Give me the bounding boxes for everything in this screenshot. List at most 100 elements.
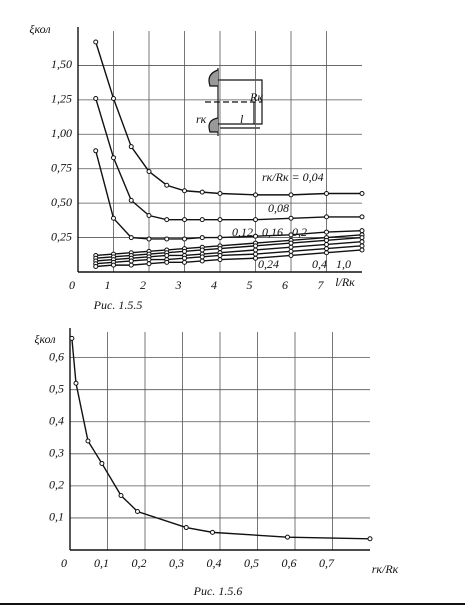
data-point xyxy=(111,262,116,268)
data-point xyxy=(111,95,116,101)
data-point xyxy=(359,228,365,234)
x-tick-label: 0 xyxy=(69,278,75,292)
data-point xyxy=(288,244,294,250)
figure-caption: Рис. 1.5.5 xyxy=(93,298,143,312)
data-point xyxy=(324,191,329,197)
data-point xyxy=(182,236,187,242)
x-tick-label: 3 xyxy=(175,278,182,292)
data-point xyxy=(253,217,258,223)
data-point xyxy=(183,525,189,531)
data-point xyxy=(199,258,205,264)
data-point xyxy=(324,241,329,247)
data-point xyxy=(359,247,365,253)
data-point xyxy=(128,197,134,203)
data-point xyxy=(93,263,99,269)
data-point xyxy=(146,236,152,242)
data-line xyxy=(95,234,363,257)
data-point xyxy=(93,95,99,101)
x-tick-label: 0,6 xyxy=(282,556,297,570)
data-point xyxy=(288,252,294,258)
data-point xyxy=(288,192,294,198)
data-point xyxy=(146,213,152,219)
y-tick-label: 0,75 xyxy=(51,160,72,174)
y-tick-label: 0,2 xyxy=(49,478,64,492)
data-line xyxy=(71,338,371,540)
data-point xyxy=(69,335,75,341)
data-point xyxy=(288,248,294,254)
data-point xyxy=(199,217,205,223)
data-point xyxy=(199,189,205,195)
data-point xyxy=(324,214,329,220)
data-point xyxy=(93,148,99,154)
curve-label: rк/Rк = 0,04 xyxy=(262,170,324,184)
curve-label: 0,12 xyxy=(232,225,253,239)
data-point xyxy=(128,262,134,268)
x-tick-label: 2 xyxy=(140,278,146,292)
x-tick-label: 0,1 xyxy=(94,556,109,570)
x-tick-label: 7 xyxy=(318,278,325,292)
x-tick-label: 6 xyxy=(282,278,288,292)
y-axis-label: ξкол xyxy=(29,22,50,36)
data-point xyxy=(128,258,134,264)
data-point xyxy=(359,214,365,220)
data-point xyxy=(164,236,170,242)
data-point xyxy=(199,247,205,253)
data-line xyxy=(95,249,363,268)
y-tick-label: 1,25 xyxy=(51,92,72,106)
x-axis-label: l/Rк xyxy=(335,275,355,289)
data-line xyxy=(95,41,362,196)
data-point xyxy=(217,252,223,258)
data-point xyxy=(253,251,258,257)
data-point xyxy=(164,252,170,258)
x-tick-label: 0,2 xyxy=(132,556,147,570)
y-tick-label: 0,25 xyxy=(51,229,72,243)
data-point xyxy=(111,215,116,221)
data-point xyxy=(367,536,373,542)
data-line xyxy=(95,245,363,265)
data-point xyxy=(182,217,187,223)
y-tick-label: 0,1 xyxy=(49,510,64,524)
data-point xyxy=(253,233,258,239)
data-point xyxy=(285,534,290,540)
y-tick-label: 1,50 xyxy=(51,57,72,71)
x-tick-label: 0 xyxy=(61,556,67,570)
data-point xyxy=(128,144,134,150)
curve-label: 0,24 xyxy=(258,257,279,271)
x-tick-label: 0,7 xyxy=(319,556,335,570)
data-point xyxy=(359,239,365,245)
data-point xyxy=(324,229,329,235)
inset-diagram xyxy=(205,68,263,136)
y-axis-label: ξкол xyxy=(34,332,55,346)
y-tick-label: 1,00 xyxy=(51,126,72,140)
data-point xyxy=(324,250,329,256)
data-point xyxy=(253,192,258,198)
annotation: rк xyxy=(196,112,207,126)
curve-label: 0,08 xyxy=(268,201,289,215)
data-point xyxy=(288,232,294,238)
curve-label: 0,2 xyxy=(292,225,307,239)
data-point xyxy=(359,191,365,197)
figure-caption: Рис. 1.5.6 xyxy=(193,584,243,598)
data-point xyxy=(182,259,187,265)
data-point xyxy=(146,261,152,267)
x-tick-label: 5 xyxy=(247,278,253,292)
data-point xyxy=(164,259,170,265)
data-point xyxy=(164,217,170,223)
data-point xyxy=(217,235,223,241)
data-point xyxy=(93,39,99,45)
data-point xyxy=(324,237,329,243)
data-point xyxy=(146,257,152,263)
x-tick-label: 0,4 xyxy=(207,556,222,570)
data-point xyxy=(146,168,152,174)
data-point xyxy=(288,240,294,246)
data-point xyxy=(85,438,91,444)
y-tick-label: 0,50 xyxy=(51,195,72,209)
data-point xyxy=(359,235,365,241)
curve-label: 0,4 xyxy=(312,257,327,271)
data-point xyxy=(359,243,365,249)
data-point xyxy=(253,243,258,249)
x-axis-label: rк/Rк xyxy=(372,562,399,576)
curve-label: 1,0 xyxy=(336,257,351,271)
data-point xyxy=(288,215,294,221)
